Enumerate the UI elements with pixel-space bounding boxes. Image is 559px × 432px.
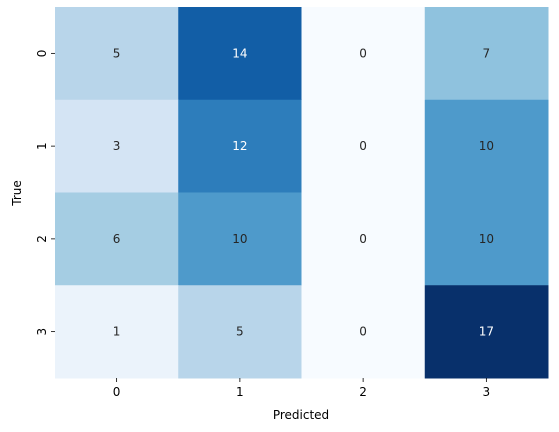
heatmap-cell-0-0 — [55, 7, 179, 101]
x-axis-ticks: 0 1 2 3 — [113, 378, 490, 399]
cell-value-3-3: 17 — [479, 325, 494, 339]
x-axis-label: Predicted — [273, 408, 329, 422]
x-tick-label-0: 0 — [113, 385, 121, 399]
heatmap-cell-2-3 — [424, 192, 549, 286]
cell-value-3-0: 1 — [113, 325, 121, 339]
y-axis-ticks: 0 1 2 3 — [35, 50, 55, 336]
heatmap-cell-1-0 — [55, 99, 179, 193]
heatmap-cell-0-1 — [178, 7, 302, 101]
cell-value-0-3: 7 — [483, 46, 491, 60]
heatmap-cell-2-2 — [301, 192, 426, 286]
cell-value-3-2: 0 — [359, 325, 367, 339]
cell-value-2-2: 0 — [359, 232, 367, 246]
cell-value-1-3: 10 — [479, 139, 494, 153]
cell-value-2-1: 10 — [232, 232, 247, 246]
heatmap-cell-2-0 — [55, 192, 179, 286]
cell-value-3-1: 5 — [236, 325, 244, 339]
y-axis-label: True — [10, 180, 24, 207]
x-tick-label-3: 3 — [483, 385, 491, 399]
cell-value-1-0: 3 — [113, 139, 121, 153]
cell-value-0-2: 0 — [359, 46, 367, 60]
cell-value-2-0: 6 — [113, 232, 121, 246]
heatmap-cell-0-2 — [301, 7, 426, 101]
heatmap-cell-1-1 — [178, 99, 302, 193]
heatmap-cell-3-2 — [301, 285, 426, 379]
y-tick-label-1: 1 — [35, 142, 49, 150]
heatmap-cell-3-3 — [424, 285, 549, 379]
heatmap-cells — [55, 7, 549, 379]
y-tick-label-0: 0 — [35, 50, 49, 58]
heatmap-cell-1-2 — [301, 99, 426, 193]
heatmap-cell-0-3 — [424, 7, 549, 101]
heatmap-cell-2-1 — [178, 192, 302, 286]
cell-value-0-1: 14 — [232, 46, 247, 60]
heatmap-cell-1-3 — [424, 99, 549, 193]
x-tick-label-1: 1 — [236, 385, 244, 399]
cell-value-1-2: 0 — [359, 139, 367, 153]
heatmap-cell-3-1 — [178, 285, 302, 379]
y-tick-label-3: 3 — [35, 328, 49, 336]
cell-value-2-3: 10 — [479, 232, 494, 246]
x-tick-label-2: 2 — [359, 385, 367, 399]
cell-value-1-1: 12 — [232, 139, 247, 153]
heatmap-cell-labels: 5 14 0 7 3 12 0 10 6 10 0 10 1 5 0 17 — [113, 46, 494, 338]
heatmap-cell-3-0 — [55, 285, 179, 379]
cell-value-0-0: 5 — [113, 46, 121, 60]
y-tick-label-2: 2 — [35, 235, 49, 243]
